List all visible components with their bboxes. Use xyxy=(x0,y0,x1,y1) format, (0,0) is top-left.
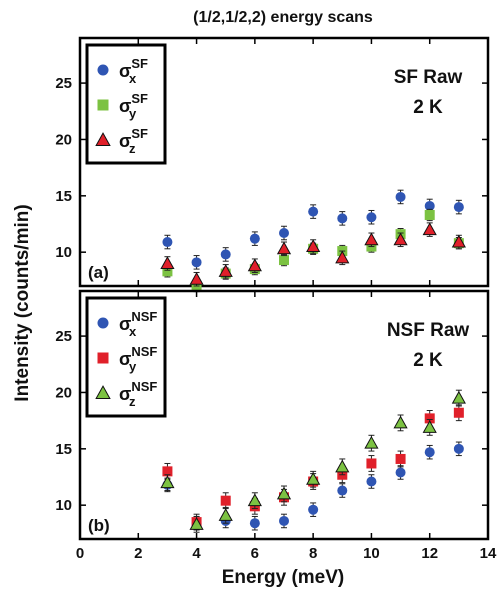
x-tick-label: 2 xyxy=(134,545,142,562)
panel-sf: 10 15 20 25 σSF x σSF y σSF z SF Raw 2 K (a) xyxy=(55,36,490,293)
data-point xyxy=(422,420,437,433)
data-point xyxy=(395,191,406,202)
panel-label: (a) xyxy=(88,263,109,282)
data-point xyxy=(162,466,173,477)
data-point xyxy=(337,213,348,224)
legend-marker xyxy=(95,385,111,399)
data-point xyxy=(306,239,321,253)
y-tick-label: 10 xyxy=(55,497,72,514)
y-tick-label: 15 xyxy=(55,441,72,458)
data-point xyxy=(366,476,377,487)
y-axis-label: Intensity (counts/min) xyxy=(12,204,33,401)
legend-entry: σSF x xyxy=(119,56,148,86)
x-tick-label: 4 xyxy=(192,545,201,562)
data-point xyxy=(279,228,289,239)
data-point xyxy=(162,237,173,248)
panel-nsf: 10 15 20 25 0 2 4 6 8 10 12 14 σNSF x σNSF y σNSF z NSF Ra… xyxy=(55,289,497,562)
data-point xyxy=(247,258,262,272)
y-tick-label: 20 xyxy=(55,384,72,401)
data-point xyxy=(218,508,233,521)
data-point xyxy=(366,458,377,469)
data-point xyxy=(249,233,260,244)
data-point xyxy=(308,504,319,515)
annotation-label: SF Raw xyxy=(394,67,463,88)
y-tick-label: 25 xyxy=(55,75,72,92)
data-point xyxy=(247,493,262,507)
data-point xyxy=(453,202,464,213)
x-axis-label: Energy (meV) xyxy=(222,567,344,588)
data-point xyxy=(335,250,350,264)
plot-frame xyxy=(78,289,490,541)
data-point xyxy=(189,271,204,285)
data-point xyxy=(335,459,350,473)
x-tick-label: 14 xyxy=(480,545,497,562)
y-tick-label: 15 xyxy=(55,188,72,205)
data-point xyxy=(424,413,435,424)
series-x xyxy=(162,189,464,270)
legend-entry: σNSF x xyxy=(119,309,157,339)
data-point xyxy=(276,241,292,255)
data-point xyxy=(160,475,175,489)
y-tick-label: 20 xyxy=(55,131,72,148)
x-tick-label: 10 xyxy=(363,545,380,562)
data-point xyxy=(395,467,406,478)
figure-title: (1/2,1/2,2) energy scans xyxy=(193,9,373,26)
data-point xyxy=(279,515,289,526)
data-point xyxy=(337,485,348,496)
data-point xyxy=(395,453,406,464)
data-point xyxy=(393,232,408,246)
legend-marker xyxy=(95,132,111,146)
data-point xyxy=(218,264,233,277)
data-point xyxy=(306,471,321,485)
data-point xyxy=(424,200,435,211)
data-point xyxy=(366,212,377,223)
data-point xyxy=(160,256,175,269)
data-point xyxy=(451,234,466,248)
plot-frame xyxy=(78,36,490,288)
data-point xyxy=(276,486,292,500)
legend-entry: σSF z xyxy=(119,126,148,156)
panel-label: (b) xyxy=(88,516,110,535)
series-z xyxy=(160,389,466,533)
legend-entry: σNSF z xyxy=(119,379,157,409)
legend-entry: σNSF y xyxy=(119,344,157,374)
data-point xyxy=(191,257,202,268)
legend-entry: σSF y xyxy=(119,91,148,121)
data-point xyxy=(453,443,464,454)
data-point xyxy=(249,518,260,529)
data-point xyxy=(424,447,435,458)
legend-marker xyxy=(97,352,109,364)
x-tick-label: 12 xyxy=(421,545,438,562)
data-point xyxy=(220,249,231,260)
x-tick-label: 0 xyxy=(76,545,84,562)
series-z xyxy=(160,222,466,287)
y-tick-label: 25 xyxy=(55,328,72,345)
data-point xyxy=(453,407,464,418)
data-point xyxy=(279,255,289,266)
legend-marker xyxy=(97,317,109,329)
data-point xyxy=(393,415,408,429)
data-point xyxy=(189,517,204,530)
data-point xyxy=(364,232,379,246)
annotation-temperature: 2 K xyxy=(413,350,443,371)
x-tick-label: 6 xyxy=(251,545,259,562)
legend-marker xyxy=(97,64,109,76)
annotation-label: NSF Raw xyxy=(387,320,470,341)
data-point xyxy=(162,266,173,277)
annotation-temperature: 2 K xyxy=(413,97,443,118)
y-tick-label: 10 xyxy=(55,244,72,261)
data-point xyxy=(308,206,319,217)
data-point xyxy=(364,435,379,449)
data-point xyxy=(424,209,435,220)
data-point xyxy=(451,390,466,404)
data-point xyxy=(220,495,231,506)
data-point xyxy=(422,222,437,236)
x-tick-label: 8 xyxy=(309,545,317,562)
legend-marker xyxy=(97,99,109,111)
